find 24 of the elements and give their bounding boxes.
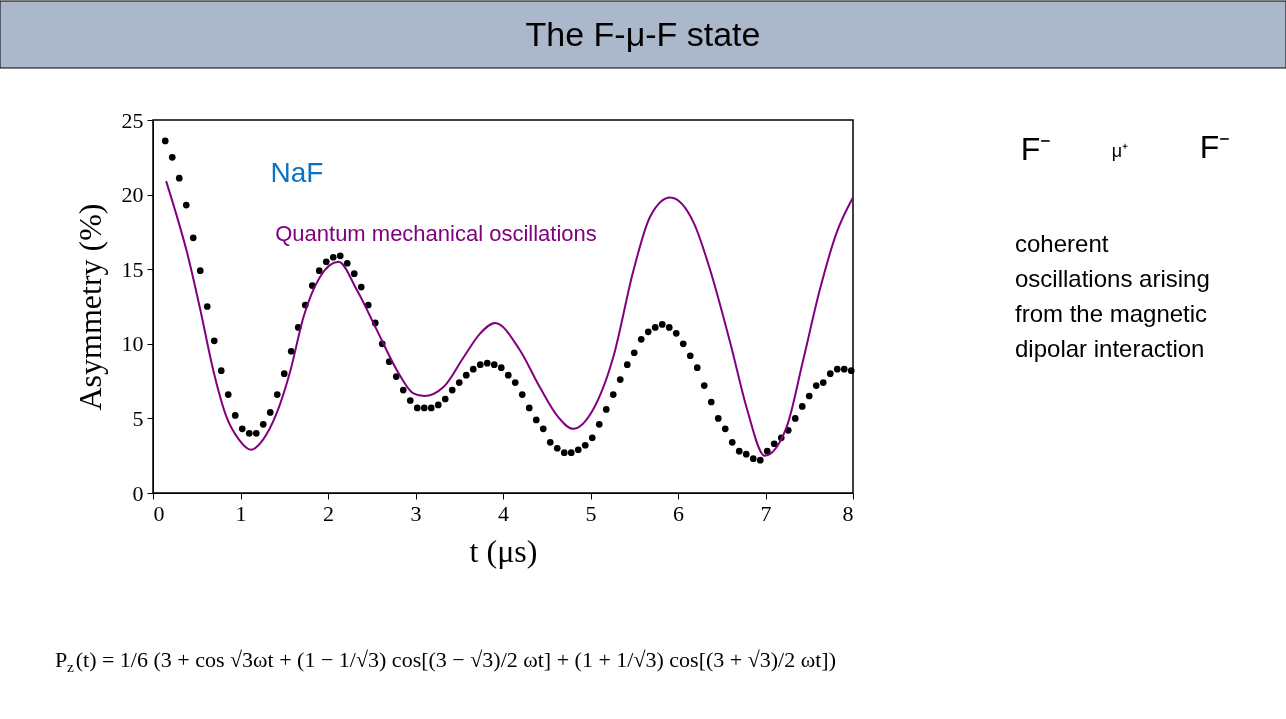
text: μ⁺	[1111, 141, 1129, 161]
x-tick-label: 3	[410, 500, 422, 526]
text: F⁻	[1199, 129, 1231, 165]
y-tick-label: 10	[121, 331, 144, 357]
x-tick-label: 0	[153, 500, 165, 526]
y-axis-title: Asymmetry (%)	[71, 203, 108, 411]
x-tick-label: 2	[323, 500, 334, 526]
annotation: NaF	[270, 157, 324, 188]
text: F⁻	[1020, 131, 1052, 167]
x-tick-label: 1	[235, 500, 247, 526]
chart-title: The F-μ-F state	[525, 15, 761, 53]
y-tick-label: 25	[121, 107, 144, 133]
x-tick-label: 4	[498, 500, 509, 526]
x-tick-label: 6	[673, 500, 684, 526]
x-tick-label: 7	[760, 500, 772, 526]
x-axis-title: t (μs)	[469, 532, 538, 569]
y-tick-label: 0	[132, 480, 144, 506]
series-label: Quantum mechanical oscillations	[275, 221, 597, 246]
y-tick-label: 20	[121, 182, 144, 208]
y-tick-label: 15	[121, 256, 144, 282]
y-tick-label: 5	[132, 405, 144, 431]
x-tick-label: 8	[842, 500, 854, 526]
text: coherent oscillations arising from the magnetic dipolar interaction	[1015, 230, 1210, 362]
x-tick-label: 5	[585, 500, 597, 526]
